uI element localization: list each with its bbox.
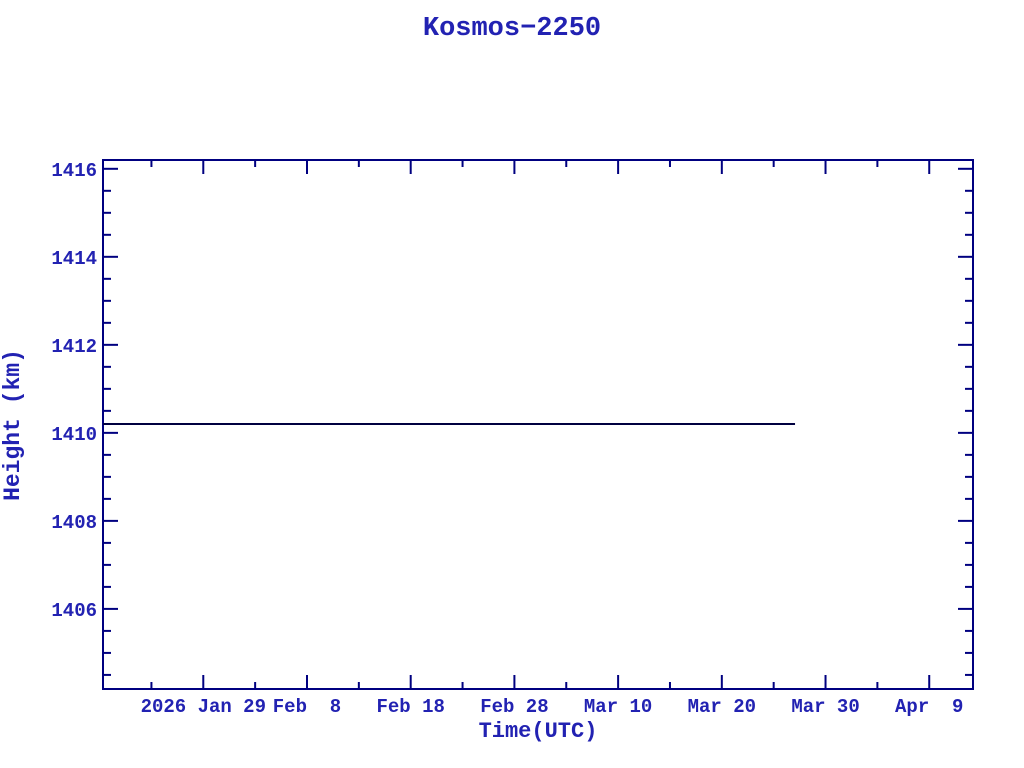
x-tick-label: Feb 18 (376, 696, 444, 718)
y-tick-label: 1410 (51, 424, 97, 446)
x-axis-label: Time(UTC) (478, 719, 598, 744)
y-tick-label: 1412 (51, 336, 97, 358)
chart-title: Kosmos−2250 (422, 14, 602, 44)
x-tick-label: 2026 Jan 29 (141, 696, 266, 718)
y-tick-label: 1414 (51, 248, 97, 270)
x-tick-label: Feb 28 (480, 696, 548, 718)
y-tick-label: 1416 (51, 160, 97, 182)
y-axis-label: Height (km) (0, 349, 26, 501)
x-tick-label: Mar 10 (584, 696, 652, 718)
y-tick-label: 1408 (51, 512, 97, 534)
y-tick-label: 1406 (51, 600, 97, 622)
x-tick-label: Mar 30 (791, 696, 859, 718)
x-tick-label: Feb 8 (273, 696, 341, 718)
x-tick-label: Mar 20 (688, 696, 756, 718)
x-tick-label: Apr 9 (895, 696, 963, 718)
